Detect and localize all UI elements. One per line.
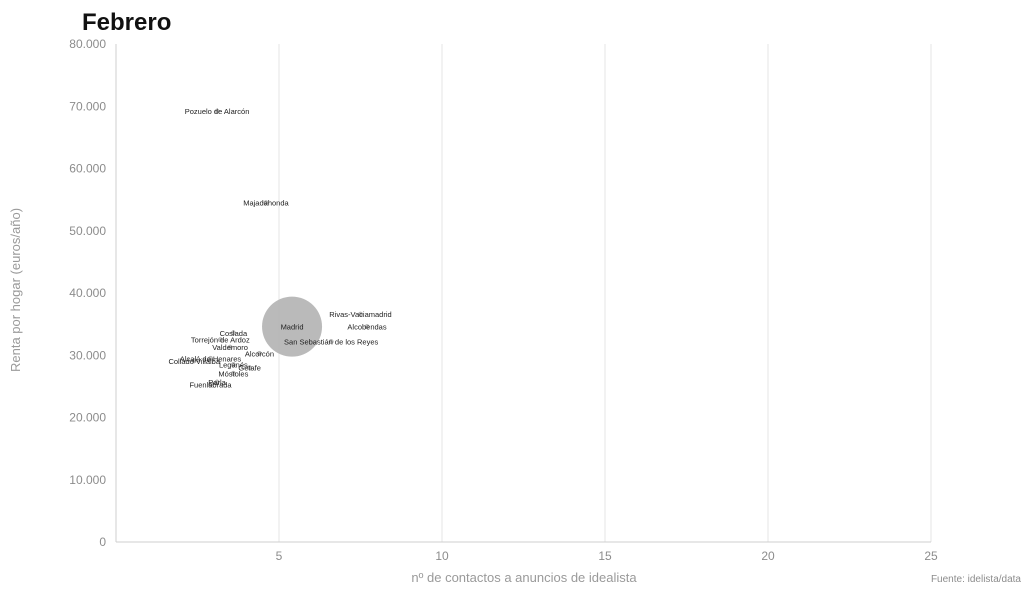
x-tick-label: 5: [276, 549, 283, 563]
point-label: Alcalá de Henares: [180, 354, 242, 363]
y-tick-label: 70.000: [69, 99, 106, 113]
y-axis-label: Renta por hogar (euros/año): [8, 208, 23, 372]
y-tick-label: 0: [99, 535, 106, 549]
y-tick-label: 20.000: [69, 411, 106, 425]
point-label: Valdemoro: [212, 343, 248, 352]
point-label: Collado Villalba: [168, 357, 220, 366]
x-tick-label: 25: [924, 549, 938, 563]
data-point: [247, 365, 253, 371]
data-point: [230, 370, 236, 376]
tick-labels: 5 10 15 20 25 0 10.000 20.000 30.000 40.000 50.000…: [69, 37, 938, 563]
data-points: [191, 108, 370, 387]
point-label: Majadahonda: [243, 199, 289, 208]
data-point: [227, 344, 233, 350]
x-axis-label: nº de contactos a anuncios de idealista: [411, 570, 637, 585]
data-point: [256, 350, 262, 356]
point-label: Alcorcón: [245, 349, 274, 358]
data-point: [208, 355, 213, 361]
point-label: Leganés: [219, 361, 248, 370]
data-point: [358, 311, 363, 317]
y-tick-label: 80.000: [69, 37, 106, 51]
point-label: Getafe: [238, 364, 261, 373]
point-label: Torrejón de Ardoz: [191, 336, 250, 345]
data-point: [364, 324, 370, 330]
point-label: Alcobendas: [347, 323, 386, 332]
point-label: Coslada: [220, 329, 248, 338]
point-labels: Pozuelo de Alarcón Majadahonda Madrid Rivas…: [168, 107, 391, 389]
data-point: [214, 379, 220, 385]
y-tick-label: 10.000: [69, 473, 106, 487]
y-tick-label: 40.000: [69, 286, 106, 300]
data-point: [230, 362, 236, 368]
data-point: [263, 200, 269, 206]
y-tick-label: 60.000: [69, 162, 106, 176]
data-point: [208, 382, 213, 387]
x-tick-label: 15: [598, 549, 612, 563]
data-point: [214, 108, 220, 114]
point-label: San Sebastián de los Reyes: [284, 338, 378, 347]
chart-title: Febrero: [82, 9, 171, 36]
data-point: [262, 296, 323, 357]
source-note: Fuente: idelista/data: [931, 574, 1021, 585]
point-label: Móstoles: [218, 369, 248, 378]
point-label: Madrid: [281, 323, 304, 332]
point-label: Rivas-Vaciamadrid: [329, 310, 391, 319]
axes: [115, 44, 931, 543]
x-tick-label: 10: [435, 549, 449, 563]
data-point: [328, 339, 334, 345]
data-point: [217, 337, 223, 343]
point-label: Pozuelo de Alarcón: [185, 107, 250, 116]
data-point: [230, 330, 236, 336]
grid: [278, 44, 932, 542]
x-tick-label: 20: [761, 549, 775, 563]
data-point: [191, 358, 197, 364]
y-tick-label: 50.000: [69, 224, 106, 238]
point-label: Fuenlabrada: [189, 381, 232, 390]
point-label: Parla: [208, 378, 226, 387]
y-tick-label: 30.000: [69, 348, 106, 362]
